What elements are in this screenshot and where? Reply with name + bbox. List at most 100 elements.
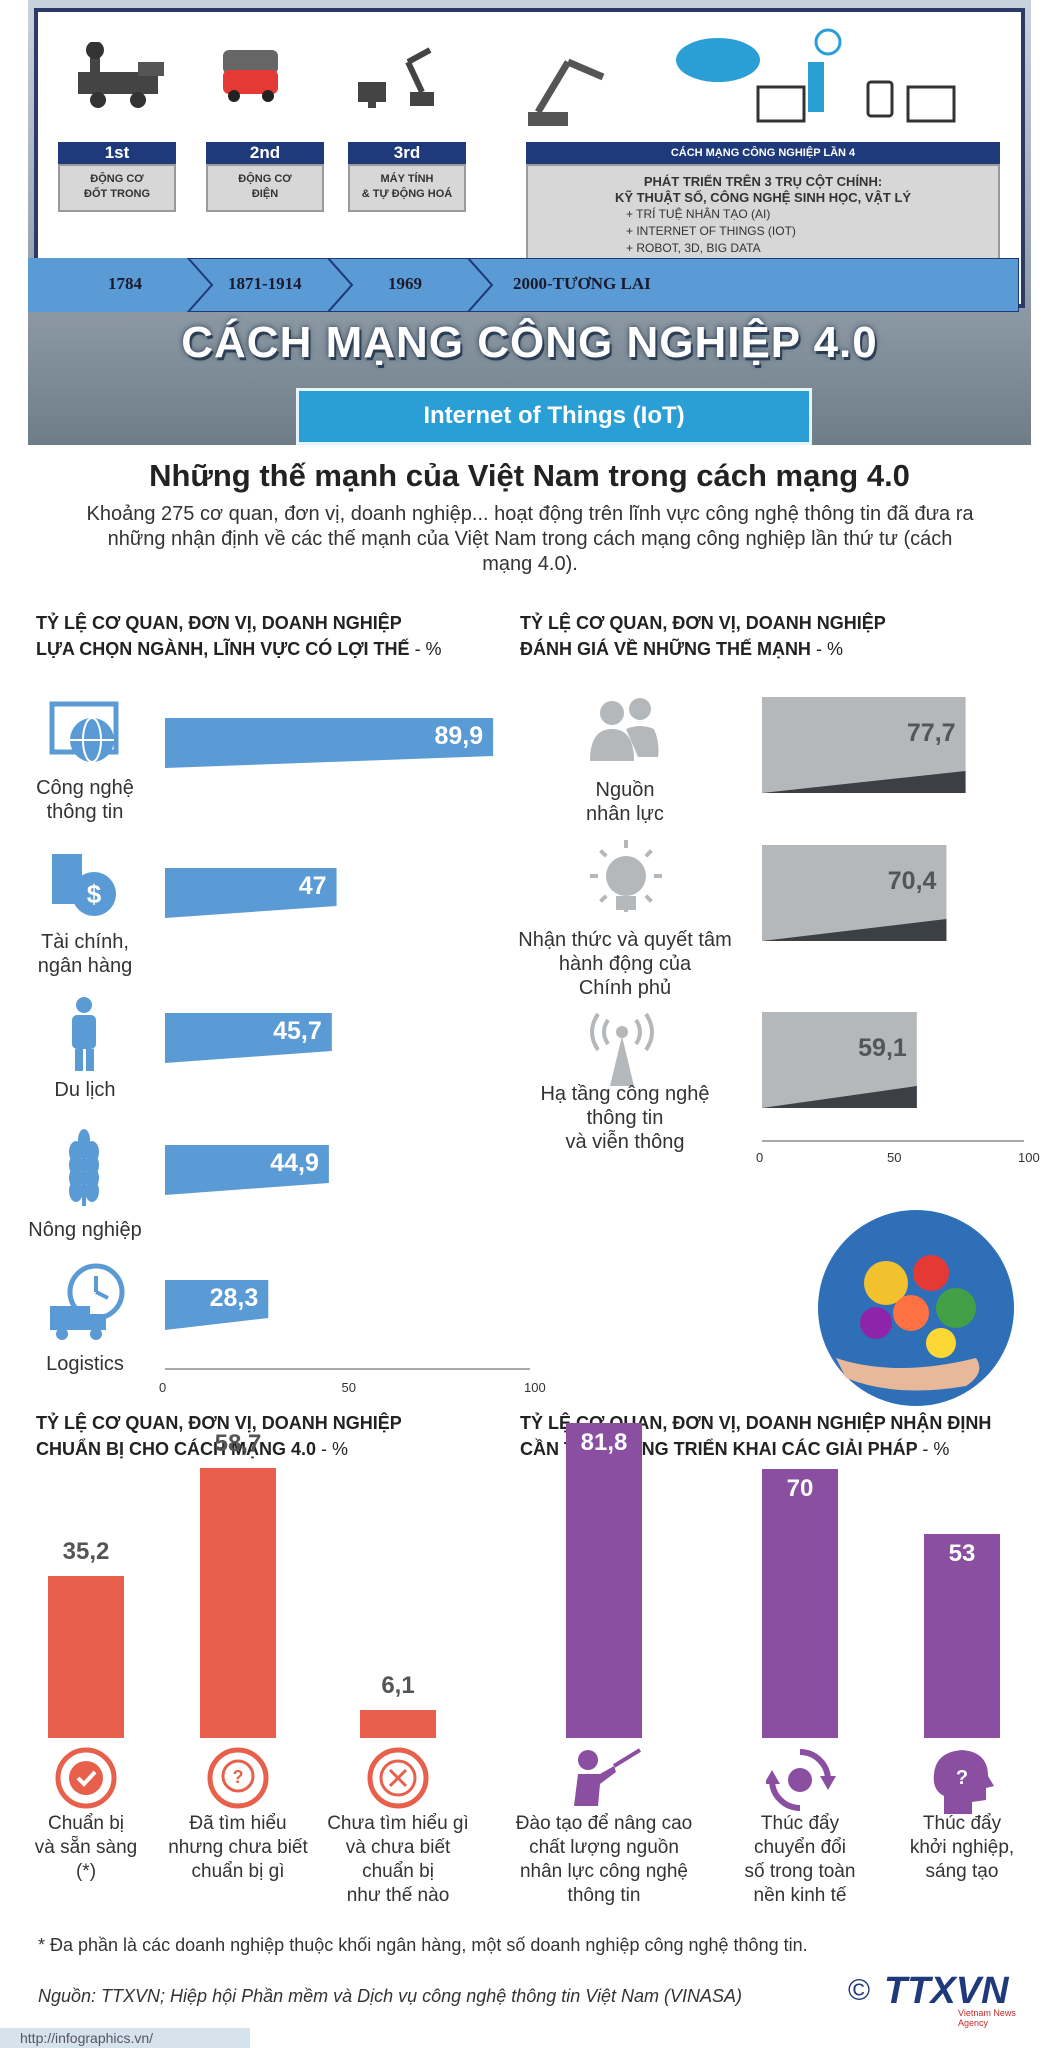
era-box-4: PHÁT TRIỂN TRÊN 3 TRỤ CỘT CHÍNH: KỸ THUẬ… — [526, 164, 1000, 270]
year-label: 1969 — [388, 274, 422, 293]
era-box-2: ĐỘNG CƠ ĐIỆN — [206, 164, 324, 212]
iot-banner: Internet of Things (IoT) — [296, 388, 812, 445]
chart1-category-line: Nông nghiệp — [28, 1219, 142, 1241]
chart2-value-label: 77,7 — [906, 719, 956, 747]
chart3-category-line: chuẩn bị — [362, 1861, 434, 1882]
chart1-unit: - % — [414, 639, 442, 659]
chart4-category-label: Đào tạo để nâng cao chất lượng nguồn nhân … — [508, 1812, 700, 1908]
chart4-category-line: nhân lực công nghệ — [519, 1861, 688, 1882]
chart3-unit: - % — [321, 1439, 349, 1459]
chart2-unit: - % — [815, 639, 843, 659]
chart3-category-line: nhưng chưa biết — [168, 1837, 308, 1858]
chart2-value-label: 59,1 — [858, 1034, 907, 1062]
chart4-category-line: Thúc đẩy — [760, 1813, 840, 1834]
year-label: 1784 — [108, 274, 142, 293]
chart4-bar — [924, 1533, 1000, 1738]
chart3-category-label: Đã tìm hiểu nhưng chưa biết chuẩn bị gì — [158, 1812, 318, 1884]
check-circle-icon — [55, 1747, 117, 1809]
cross-circle-icon — [367, 1747, 429, 1809]
chart1-value-label: 89,9 — [434, 722, 484, 750]
chart1-bar — [165, 1145, 329, 1195]
question-circle-icon: ? — [207, 1747, 269, 1809]
chart4-category-line: chất lượng nguồn — [529, 1837, 679, 1858]
chart2-category-label: Nhận thức và quyết tâm hành động của Chính… — [505, 928, 745, 1000]
chart2-tick-label: 100 — [1018, 1150, 1040, 1165]
chart1-category-label: Nông nghiệp — [20, 1218, 150, 1242]
chart4-unit: - % — [922, 1439, 950, 1459]
chart1-title: TỶ LỆ CƠ QUAN, ĐƠN VỊ, DOANH NGHIỆP LỰA … — [36, 610, 442, 662]
timeline-arrow-bar — [28, 258, 1019, 312]
chart1-category-line: ngân hàng — [37, 955, 133, 977]
chart2-category-line: Nhận thức và quyết tâm — [518, 929, 732, 951]
era-label: ĐỐT TRONG — [84, 188, 150, 200]
robot-arm-computer-icon — [358, 47, 434, 108]
logo-subtext: Vietnam News Agency — [958, 2008, 1016, 2028]
chart3-value-label: 58,7 — [214, 1429, 262, 1457]
svg-text:$: $ — [87, 879, 102, 909]
chart4-category-label: Thúc đẩy chuyển đổi số trong toàn nền kinh … — [704, 1812, 896, 1908]
chart1-bar — [165, 1013, 332, 1063]
chart3-category-line: như thế nào — [346, 1885, 450, 1906]
era-label: ĐIỆN — [251, 188, 279, 200]
chart1-category-label: Tài chính, ngân hàng — [20, 930, 150, 978]
era-box-3: MÁY TÍNH & TỰ ĐỘNG HOÁ — [348, 164, 466, 212]
steam-train-icon — [78, 42, 164, 108]
era4-item: + TRÍ TUỆ NHÂN TẠO (AI) — [626, 207, 771, 221]
chart1-bar — [165, 718, 494, 768]
truck-clock-icon — [50, 1263, 125, 1340]
chart1-bar — [165, 1280, 269, 1330]
chart4-category-line: thông tin — [567, 1885, 641, 1906]
chart1-category-label: Logistics — [20, 1352, 150, 1376]
chart2-value-label: 70,4 — [887, 867, 937, 895]
era-label: ĐỘNG CƠ — [90, 173, 144, 185]
chart1-title-line1: TỶ LỆ CƠ QUAN, ĐƠN VỊ, DOANH NGHIỆP — [36, 613, 402, 633]
era-label: & TỰ ĐỘNG HOÁ — [361, 188, 453, 200]
site-url[interactable]: http://infographics.vn/ — [0, 2028, 250, 2048]
chart4-category-line: chuyển đổi — [754, 1837, 846, 1858]
chart2-title-line1: TỶ LỆ CƠ QUAN, ĐƠN VỊ, DOANH NGHIỆP — [520, 613, 886, 633]
copyright-symbol: © — [848, 1974, 871, 2007]
chart4-value-label: 53 — [948, 1539, 976, 1567]
chart1-bar — [165, 868, 337, 918]
chart3-title-line2: CHUẨN BỊ CHO CÁCH MẠNG 4.0 — [36, 1439, 317, 1459]
chart4-category-line: Thúc đẩy — [922, 1813, 1002, 1834]
chart2-category-line: nhân lực — [586, 803, 664, 825]
chart1-value-label: 28,3 — [209, 1284, 259, 1312]
era-box-1: ĐỘNG CƠ ĐỐT TRONG — [58, 164, 176, 212]
chart4-bar — [566, 1423, 642, 1738]
chart2-title-line2: ĐÁNH GIÁ VỀ NHỮNG THẾ MẠNH — [520, 639, 811, 659]
main-title: CÁCH MẠNG CÔNG NGHIỆP 4.0 — [181, 318, 878, 367]
chart2-category-line: thông tin — [586, 1107, 664, 1129]
year-label: 2000-TƯƠNG LAI — [513, 274, 651, 293]
chart4-category-line: nền kinh tế — [753, 1885, 847, 1906]
era-tag-2: 2nd — [206, 142, 324, 164]
chart3-category-line: Chuẩn bị — [47, 1813, 125, 1834]
chart1-category-line: Công nghệ — [36, 777, 134, 799]
svg-text:?: ? — [956, 1767, 968, 1789]
chart4-category-label: Thúc đẩy khởi nghiệp, sáng tạo — [866, 1812, 1058, 1884]
wheat-icon — [69, 1129, 99, 1206]
header-banner: 1st ĐỘNG CƠ ĐỐT TRONG 2nd ĐỘNG CƠ ĐIỆN 3… — [28, 0, 1031, 445]
chart2-category-label: Hạ tầng công nghệ thông tin và viễn thông — [505, 1082, 745, 1154]
chart4-value-label: 70 — [786, 1474, 814, 1502]
head-question-icon: ? — [933, 1750, 994, 1814]
page-headline: Những thế mạnh của Việt Nam trong cách m… — [149, 458, 910, 493]
ttxvn-logo: © TTXVN Vietnam News Agency — [848, 1970, 1028, 2028]
chart2-category-label: Nguồn nhân lực — [505, 778, 745, 826]
era4-item: + ROBOT, 3D, BIG DATA — [626, 241, 761, 255]
chart1-category-line: Du lịch — [54, 1079, 116, 1101]
chart2-category-line: Chính phủ — [578, 977, 672, 999]
era-tag-4: CÁCH MẠNG CÔNG NGHIỆP LẦN 4 — [526, 142, 1000, 164]
logo-text: TTXVN — [884, 1970, 1009, 2012]
chart2-bar — [762, 845, 947, 941]
chart1-axis-line — [165, 1368, 530, 1370]
lightbulb-icon — [590, 840, 662, 912]
money-bag-icon: $ — [52, 854, 116, 916]
chart3-bar — [48, 1576, 124, 1738]
era4-title: PHÁT TRIỂN TRÊN 3 TRỤ CỘT CHÍNH: — [643, 174, 883, 189]
people-icon — [590, 698, 659, 761]
svg-text:?: ? — [233, 1767, 244, 1787]
chart2-category-line: Hạ tầng công nghệ — [540, 1083, 710, 1105]
chart2-category-line: hành động của — [558, 953, 692, 975]
chart4-bar — [762, 1468, 838, 1738]
